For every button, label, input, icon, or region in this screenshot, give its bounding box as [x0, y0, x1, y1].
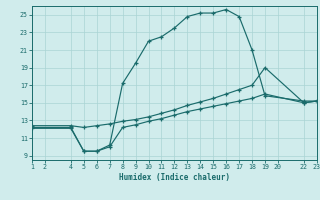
X-axis label: Humidex (Indice chaleur): Humidex (Indice chaleur): [119, 173, 230, 182]
